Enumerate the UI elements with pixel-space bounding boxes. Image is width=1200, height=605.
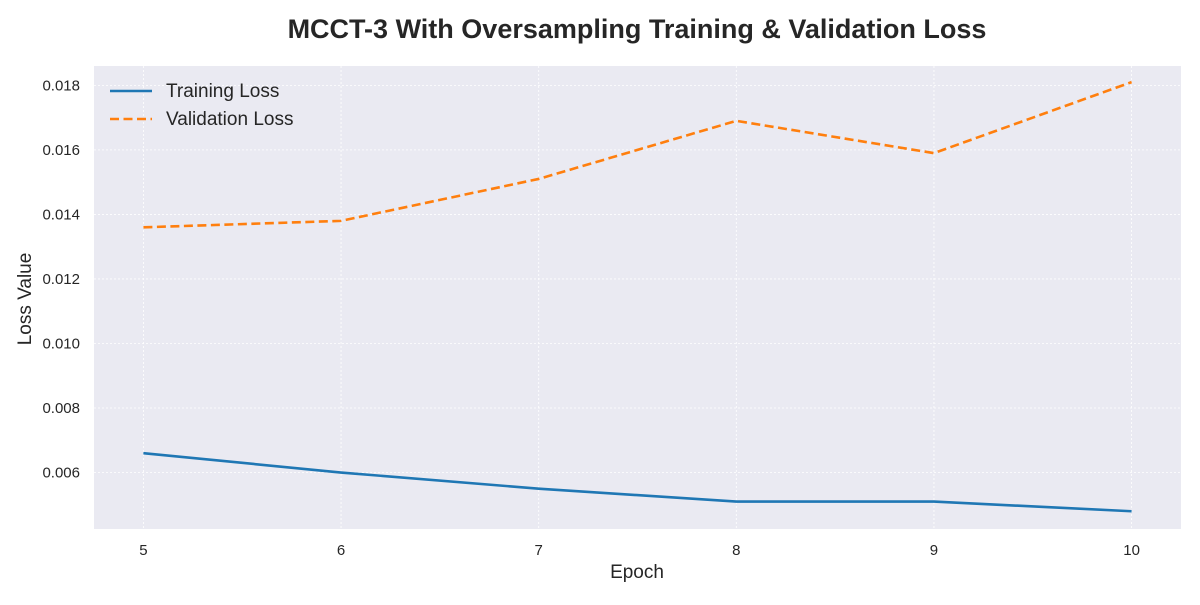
legend: Training Loss Validation Loss (110, 81, 293, 130)
y-axis-label: Loss Value (15, 253, 36, 346)
legend-label-validation-loss: Validation Loss (166, 109, 293, 130)
plot-area (94, 66, 1181, 529)
series-line-training-loss (143, 451, 1132, 513)
y-tick-label: 0.018 (42, 77, 80, 94)
y-tick-label: 0.014 (42, 206, 80, 223)
y-tick-label: 0.010 (42, 335, 80, 352)
y-tick-label: 0.012 (42, 271, 80, 288)
x-tick-label: 9 (930, 542, 938, 559)
x-tick-label: 10 (1123, 542, 1140, 559)
x-tick-label: 5 (139, 542, 147, 559)
x-tick-label: 8 (732, 542, 740, 559)
y-tick-label: 0.008 (42, 400, 80, 417)
legend-label-training-loss: Training Loss (166, 81, 279, 102)
chart-title: MCCT-3 With Oversampling Training & Vali… (288, 14, 987, 44)
x-tick-label: 6 (337, 542, 345, 559)
tick-labels: 5 6 7 8 9 10 0.006 0.008 0.010 0.012 0.014 0.016 0.0… (42, 77, 1139, 559)
series-line-validation-loss (143, 80, 1133, 229)
series-lines (143, 80, 1133, 513)
x-tick-label: 7 (535, 542, 543, 559)
x-axis-label: Epoch (610, 562, 664, 583)
y-tick-label: 0.006 (42, 465, 80, 482)
grid-lines (94, 66, 1181, 529)
y-tick-label: 0.016 (42, 142, 80, 159)
